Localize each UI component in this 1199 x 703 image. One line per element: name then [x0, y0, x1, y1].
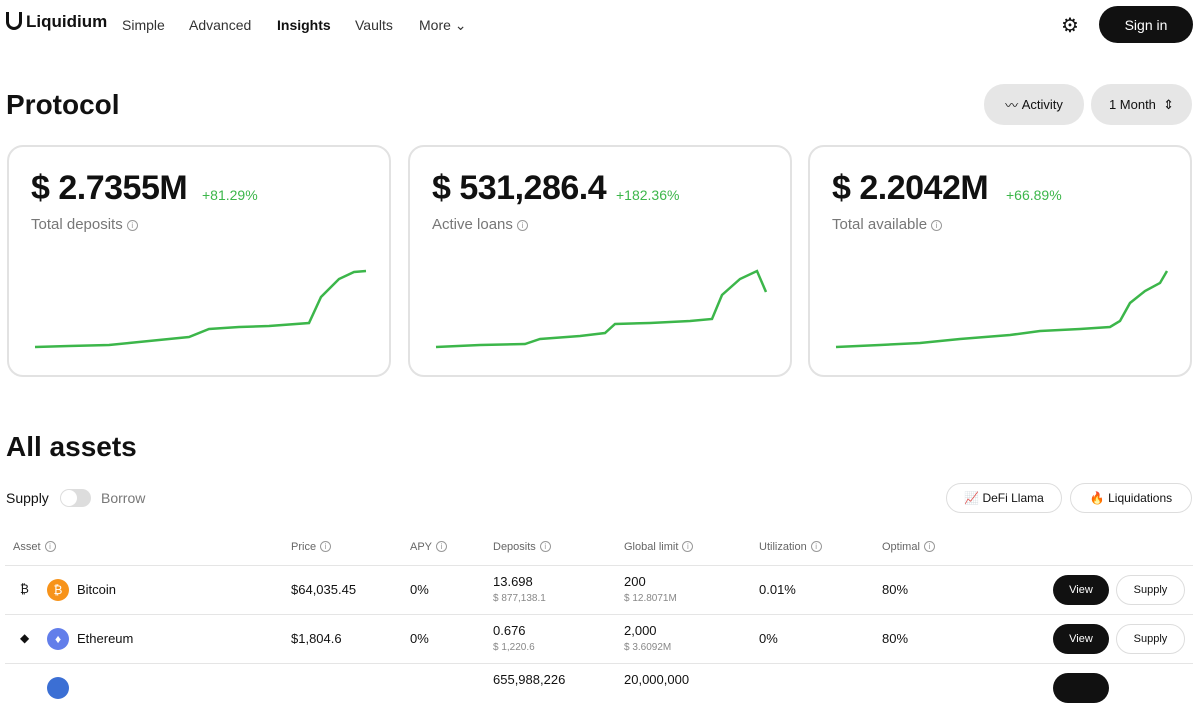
- label: Price: [291, 541, 317, 553]
- label: 1 Month: [1108, 97, 1156, 112]
- toggle-label[interactable]: Supply: [6, 490, 49, 506]
- view-button[interactable]: View: [1053, 575, 1109, 605]
- stat-label: Active loans i: [432, 216, 528, 233]
- stat-change: +182.36%: [616, 187, 680, 203]
- stat-card: $ 2.2042M +66.89% Total available i: [808, 145, 1192, 377]
- sign-in[interactable]: Sign in: [1099, 6, 1193, 43]
- label: Deposits: [493, 541, 536, 553]
- label: Liquidations: [1108, 491, 1173, 505]
- stat-value: $ 2.7355M: [31, 169, 188, 207]
- column-header: Asset i: [13, 541, 56, 553]
- stat-label: Total available i: [832, 216, 943, 233]
- label: Optimal: [882, 541, 920, 553]
- activity-button[interactable]: 〰 Activity: [984, 84, 1084, 125]
- label: Active loans: [432, 216, 513, 233]
- global-limit: 200: [624, 574, 646, 589]
- optimal: 80%: [882, 582, 909, 597]
- supply-button[interactable]: Supply: [1116, 575, 1185, 605]
- knob: [61, 490, 77, 506]
- optimal: 80%: [882, 631, 909, 646]
- apy: 0%: [410, 631, 429, 646]
- utilization: 0.01%: [759, 582, 796, 597]
- stat-card: $ 531,286.4 +182.36% Active loans i: [408, 145, 792, 377]
- asset-icon: ₿: [47, 579, 69, 601]
- nav-link[interactable]: Insights: [277, 17, 331, 33]
- row-divider: [5, 663, 1193, 664]
- toggle-label[interactable]: Borrow: [101, 490, 146, 506]
- settings-icon[interactable]: ⚙: [1061, 15, 1079, 37]
- column-header: Optimal i: [882, 541, 935, 553]
- more-text: More: [419, 17, 451, 33]
- apy: 0%: [410, 582, 429, 597]
- row-divider: [5, 565, 1193, 566]
- column-header: Global limit i: [624, 541, 694, 553]
- price: $64,035.45: [291, 582, 357, 597]
- column-header: Deposits i: [493, 541, 551, 553]
- deposits-usd: $ 877,138.1: [493, 593, 546, 604]
- asset-name: Bitcoin: [77, 582, 117, 597]
- label: APY: [410, 541, 433, 553]
- sparkline: [34, 269, 367, 349]
- row-divider: [5, 614, 1193, 615]
- stat-card: $ 2.7355M +81.29% Total deposits i: [7, 145, 391, 377]
- label: Asset: [13, 541, 41, 553]
- defi-llama-button[interactable]: 📈 DeFi Llama: [946, 483, 1062, 513]
- asset-icon: [47, 677, 69, 699]
- sparkline: [835, 270, 1169, 349]
- label: Total deposits: [31, 216, 123, 233]
- global-limit-usd: $ 12.8071M: [624, 593, 677, 604]
- chain-icon: ◆: [20, 631, 30, 645]
- view-button[interactable]: View: [1053, 624, 1109, 654]
- section-title: Protocol: [6, 89, 120, 120]
- price: $1,804.6: [291, 631, 342, 646]
- view-button[interactable]: [1053, 673, 1109, 703]
- global-limit: 2,000: [624, 623, 657, 638]
- label: Global limit: [624, 541, 679, 553]
- page: Liquidium Simple Advanced Insights Vault…: [5, 6, 1193, 703]
- brand[interactable]: Liquidium: [6, 12, 107, 32]
- brand-text: Liquidium: [26, 12, 108, 31]
- column-header: Utilization i: [759, 541, 822, 553]
- deposits: 0.676: [493, 623, 526, 638]
- label: DeFi Llama: [982, 491, 1044, 505]
- chain-icon: ₿: [20, 582, 29, 596]
- global-limit-usd: $ 3.6092M: [624, 642, 672, 653]
- sparkline: [435, 269, 768, 349]
- toggle-switch[interactable]: [60, 489, 91, 507]
- deposits: 13.698: [493, 574, 533, 589]
- column-header: APY i: [410, 541, 448, 553]
- period-select[interactable]: 1 Month ⇕: [1091, 84, 1192, 125]
- nav-link[interactable]: Simple: [122, 17, 165, 33]
- stat-value: $ 2.2042M: [832, 169, 989, 207]
- deposits-usd: $ 1,220.6: [493, 642, 535, 653]
- stat-label: Total deposits i: [31, 216, 138, 233]
- label: Activity: [1021, 97, 1063, 112]
- stat-change: +81.29%: [202, 187, 258, 203]
- asset-name: Ethereum: [77, 631, 134, 646]
- nav-link[interactable]: Advanced: [189, 17, 252, 33]
- label: Utilization: [759, 541, 807, 553]
- supply-button[interactable]: Supply: [1116, 624, 1185, 654]
- label: Total available: [832, 216, 928, 233]
- column-header: Price i: [291, 541, 332, 553]
- liquidations-button[interactable]: 🔥 Liquidations: [1070, 483, 1192, 513]
- section-title: All assets: [6, 431, 137, 462]
- stat-value: $ 531,286.4: [432, 169, 607, 207]
- asset-icon: ♦: [47, 628, 69, 650]
- nav-link[interactable]: More ⌄: [419, 17, 467, 33]
- utilization: 0%: [759, 631, 778, 646]
- nav-link[interactable]: Vaults: [355, 17, 393, 33]
- stat-change: +66.89%: [1006, 187, 1062, 203]
